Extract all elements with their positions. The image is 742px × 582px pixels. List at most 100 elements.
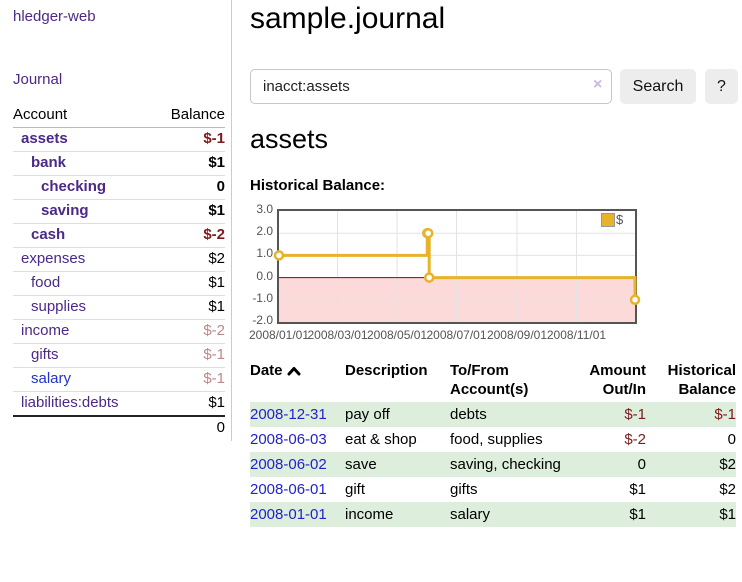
table-row: checking 0 [13, 175, 225, 200]
main-content: sample.journal × Search ? assets Histori… [249, 0, 742, 582]
table-row: saving $1 [13, 199, 225, 224]
table-row: bank $1 [13, 151, 225, 176]
account-balance: $-2 [153, 223, 225, 248]
account-balance: $1 [153, 151, 225, 176]
y-axis-tick-label: -2.0 [252, 313, 273, 327]
transaction-description: gift [345, 481, 366, 498]
account-balance: $-1 [153, 127, 225, 152]
table-row: gifts $-1 [13, 343, 225, 368]
register-header-accounts[interactable]: To/From Account(s) [450, 362, 529, 398]
transaction-accounts: debts [450, 406, 487, 423]
account-link-bank[interactable]: bank [31, 154, 67, 171]
account-link-checking[interactable]: checking [41, 178, 107, 195]
account-link-cash[interactable]: cash [31, 226, 66, 243]
transaction-accounts: salary [450, 506, 491, 523]
search-button[interactable]: Search [620, 69, 696, 104]
transaction-accounts: saving, checking [450, 456, 561, 473]
account-balance: $1 [153, 271, 225, 296]
accounts-header-balance: Balance [153, 104, 225, 128]
y-axis-tick-label: 1.0 [256, 246, 273, 261]
account-page-title: assets [250, 124, 329, 154]
x-axis-tick-label: 2008/03/01 [307, 328, 368, 342]
table-row: cash $-2 [13, 223, 225, 248]
account-balance: 0 [153, 175, 225, 200]
transaction-balance: $2 [719, 456, 736, 473]
clear-search-icon[interactable]: × [593, 76, 603, 93]
transaction-date-link[interactable]: 2008-06-02 [250, 456, 327, 473]
account-link-assets[interactable]: assets [21, 130, 68, 147]
account-balance: $-1 [153, 367, 225, 392]
transaction-amount: $1 [629, 506, 646, 523]
sidebar-item-journal[interactable]: Journal [13, 71, 63, 88]
x-axis-tick-label: 2008/09/01 [486, 328, 547, 342]
transaction-date-link[interactable]: 2008-06-03 [250, 431, 327, 448]
account-balance: $1 [153, 391, 225, 417]
register-header-description[interactable]: Description [345, 362, 428, 379]
y-axis-tick-label: -1.0 [252, 290, 273, 305]
transaction-description: eat & shop [345, 431, 417, 448]
table-row: 2008-12-31 pay off debts $-1 $-1 [250, 402, 736, 427]
transaction-balance: $2 [719, 481, 736, 498]
y-axis-tick-label: 3.0 [256, 202, 273, 216]
search-form: × Search ? [250, 69, 742, 104]
legend-label: $ [616, 212, 624, 227]
x-axis-tick-label: 2008/11/01 [546, 328, 607, 342]
account-link-income[interactable]: income [21, 322, 70, 339]
table-row: income $-2 [13, 319, 225, 344]
chart-x-axis-labels: 2008/01/01 2008/03/01 2008/05/01 2008/07/01… [249, 328, 742, 344]
transaction-description: save [345, 456, 377, 473]
register-header-row: Date Description To/From Account(s) Amou… [250, 358, 736, 402]
transaction-date-link[interactable]: 2008-06-01 [250, 481, 327, 498]
transaction-description: pay off [345, 406, 390, 423]
account-link-gifts[interactable]: gifts [31, 346, 59, 363]
account-link-supplies[interactable]: supplies [31, 298, 87, 315]
table-row: expenses $2 [13, 247, 225, 272]
transaction-balance: 0 [727, 431, 736, 448]
transaction-accounts: gifts [450, 481, 478, 498]
y-axis-tick-label: 2.0 [256, 224, 273, 239]
balance-chart: 3.0 2.0 1.0 0.0 -1.0 -2.0 $ 2008/01/01 2008/03… [249, 201, 742, 351]
account-link-salary[interactable]: salary [31, 370, 72, 387]
table-row: supplies $1 [13, 295, 225, 320]
account-balance: $-1 [153, 343, 225, 368]
transaction-amount: $-2 [624, 431, 646, 448]
account-balance: $1 [153, 295, 225, 320]
sidebar: hledger-web Journal Account Balance asse… [0, 0, 232, 441]
register-header-date[interactable]: Date [250, 358, 345, 402]
table-row: 2008-06-02 save saving, checking 0 $2 [250, 452, 736, 477]
transaction-balance: $1 [719, 506, 736, 523]
table-row: assets $-1 [13, 127, 225, 152]
table-row: liabilities:debts $1 [13, 391, 225, 417]
register-header-balance[interactable]: Historical Balance [667, 362, 736, 398]
x-axis-tick-label: 2008/07/01 [426, 328, 487, 342]
help-button[interactable]: ? [705, 69, 738, 104]
table-row: 2008-01-01 income salary $1 $1 [250, 502, 736, 527]
table-row: 2008-06-01 gift gifts $1 $2 [250, 477, 736, 502]
transaction-amount: $1 [629, 481, 646, 498]
app-title-link[interactable]: hledger-web [13, 8, 96, 25]
table-row: salary $-1 [13, 367, 225, 392]
account-balance: $-2 [153, 319, 225, 344]
transaction-date-link[interactable]: 2008-01-01 [250, 506, 327, 523]
account-link-food[interactable]: food [31, 274, 61, 291]
account-link-liabilities-debts[interactable]: liabilities:debts [21, 394, 119, 411]
transaction-date-link[interactable]: 2008-12-31 [250, 406, 327, 423]
account-balance: $2 [153, 247, 225, 272]
chart-heading: Historical Balance: [250, 177, 386, 194]
register-header-amount[interactable]: Amount Out/In [589, 362, 646, 398]
accounts-header-account: Account [13, 104, 154, 128]
transaction-description: income [345, 506, 394, 523]
register-table: Date Description To/From Account(s) Amou… [250, 358, 736, 527]
account-link-expenses[interactable]: expenses [21, 250, 86, 267]
x-axis-tick-label: 2008/05/01 [366, 328, 428, 342]
accounts-total-row: 0 [13, 415, 225, 440]
transaction-amount: 0 [637, 456, 646, 473]
chart-plot-area[interactable] [273, 209, 641, 324]
transaction-amount: $-1 [624, 406, 646, 423]
account-link-saving[interactable]: saving [41, 202, 89, 219]
transaction-accounts: food, supplies [450, 431, 543, 448]
search-input[interactable] [250, 69, 612, 104]
legend-swatch-icon [601, 212, 615, 227]
accounts-total-value: 0 [153, 415, 225, 440]
x-axis-tick-label: 2008/01/01 [248, 328, 310, 342]
